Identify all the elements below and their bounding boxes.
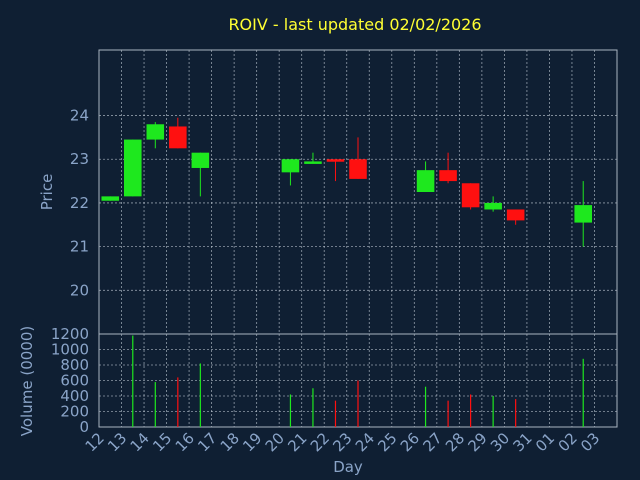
candle-body-21	[304, 161, 322, 164]
candle-body-12	[101, 196, 120, 201]
candle-body-28	[461, 183, 480, 208]
day-tick-label: 03	[577, 429, 603, 455]
volume-tick-label: 1200	[51, 325, 89, 343]
candle-body-26	[416, 170, 435, 192]
candle-body-27	[439, 170, 457, 182]
candle-body-15	[169, 126, 187, 149]
candle-body-22	[326, 159, 345, 162]
price-panel: 20 21 22 23 24	[70, 49, 618, 427]
candle-body-20	[281, 159, 300, 173]
candle-body-23	[349, 159, 367, 179]
volume-tick-label: 0	[79, 418, 89, 436]
price-panel-frame	[98, 49, 618, 335]
volume-tick-label: 200	[60, 403, 89, 421]
volume-tick-label: 600	[60, 372, 89, 390]
candle-body-16	[191, 152, 210, 168]
volume-tick-label: 800	[60, 356, 89, 374]
candle-body-13	[123, 139, 142, 197]
price-axis-label: Price	[38, 174, 56, 211]
price-tick-label: 23	[70, 150, 89, 168]
volume-axis-label: Volume (0000)	[18, 326, 36, 436]
price-tick-label: 20	[70, 281, 89, 299]
volume-panel: 0200400600800100012001213141516171819202…	[51, 325, 618, 455]
candle-body-29	[484, 202, 502, 210]
candle-body-02	[574, 205, 593, 223]
candle-body-30	[506, 209, 525, 221]
price-tick-label: 21	[70, 238, 89, 256]
price-tick-label: 24	[70, 107, 89, 125]
x-axis-label: Day	[333, 458, 363, 476]
candle-body-14	[146, 124, 165, 140]
volume-tick-label: 400	[60, 387, 89, 405]
price-tick-label: 22	[70, 194, 89, 212]
volume-tick-label: 1000	[51, 341, 89, 359]
chart-title: ROIV - last updated 02/02/2026	[228, 15, 481, 34]
